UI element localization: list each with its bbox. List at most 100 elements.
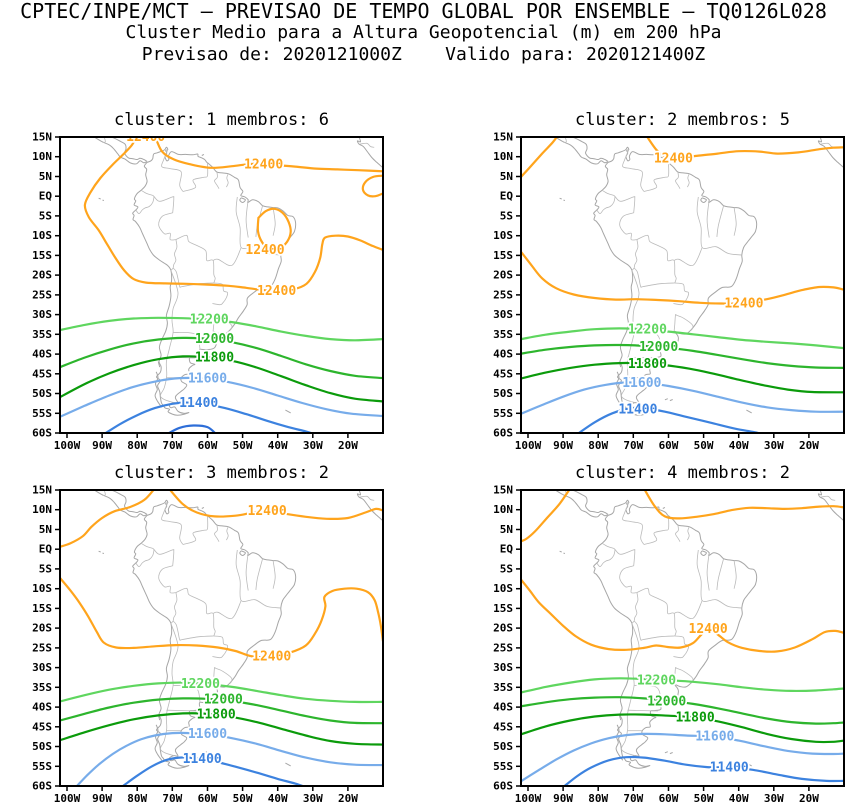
coastline (99, 198, 101, 199)
contour-12400 (521, 135, 558, 177)
contour-12400 (644, 488, 844, 518)
y-tick-label: 60S (493, 427, 513, 440)
contour-label-12400: 12400 (724, 297, 763, 312)
y-tick-label: 35S (32, 681, 52, 694)
y-tick-label: EQ (500, 190, 514, 203)
border-line (173, 621, 214, 640)
border-line (171, 593, 177, 624)
contour-label-11800: 11800 (195, 350, 234, 365)
x-tick-label: 30W (764, 792, 784, 805)
coastline (240, 551, 246, 556)
border-line (171, 240, 177, 271)
x-tick-label: 60W (198, 792, 218, 805)
x-tick-label: 60W (659, 439, 679, 452)
y-tick-label: EQ (39, 190, 53, 203)
y-tick-label: 5S (39, 209, 52, 222)
contour-label-11600: 11600 (188, 727, 227, 742)
border-line (620, 566, 637, 593)
contour-label-12200: 12200 (628, 323, 667, 338)
x-tick-label: 80W (127, 439, 147, 452)
x-tick-label: 50W (694, 439, 714, 452)
contour-11400 (563, 757, 844, 787)
contour-label-11600: 11600 (622, 376, 661, 391)
y-tick-label: 25S (32, 288, 52, 301)
contour-label-12000: 12000 (195, 332, 234, 347)
border-line (141, 190, 174, 213)
x-tick-label: 20W (338, 792, 358, 805)
y-tick-label: 25S (32, 641, 52, 654)
y-tick-label: 10S (493, 582, 513, 595)
border-line (717, 206, 724, 237)
y-tick-label: 30S (32, 308, 52, 321)
x-tick-label: 50W (233, 792, 253, 805)
x-tick-label: 90W (553, 792, 573, 805)
panel-title: cluster: 3 membros: 2 (114, 463, 329, 483)
contour-12200 (521, 678, 844, 692)
x-tick-label: 40W (729, 439, 749, 452)
coastline (665, 399, 668, 400)
x-tick-label: 30W (303, 439, 323, 452)
x-tick-label: 70W (162, 439, 182, 452)
y-tick-label: 55S (32, 407, 52, 420)
border-line (632, 240, 638, 271)
x-tick-label: 100W (54, 792, 81, 805)
border-line (176, 235, 215, 283)
panel-title: cluster: 4 membros: 2 (575, 463, 790, 483)
contour-label-11800: 11800 (197, 707, 236, 722)
border-line (734, 208, 736, 236)
border-line (637, 588, 676, 636)
y-tick-label: 5S (500, 209, 513, 222)
x-tick-label: 40W (268, 439, 288, 452)
y-tick-label: EQ (500, 543, 514, 556)
basemap (554, 136, 844, 415)
border-line (214, 172, 219, 189)
panel-svg-1: cluster: 1 membros: 61240012400124001240… (22, 103, 388, 455)
border-line (597, 197, 615, 214)
contour-12000 (521, 345, 844, 368)
x-tick-label: 40W (268, 792, 288, 805)
border-line (707, 553, 709, 591)
contour-label-12400: 12400 (689, 622, 728, 637)
border-line (674, 248, 702, 266)
figure-datetime: Previsao de: 2020121000Z Valido para: 20… (0, 44, 847, 66)
coastline (665, 752, 668, 753)
y-tick-label: 15S (32, 249, 52, 262)
coastline (670, 400, 673, 401)
contour-label-12200: 12200 (190, 312, 229, 327)
border-line (632, 593, 638, 624)
border-line (226, 174, 228, 187)
y-tick-label: 45S (32, 720, 52, 733)
border-line (674, 314, 693, 331)
coastline (663, 507, 665, 508)
border-line (675, 172, 680, 189)
border-line (136, 197, 154, 214)
x-tick-label: 70W (623, 792, 643, 805)
y-tick-label: 5N (39, 170, 52, 183)
x-tick-label: 30W (764, 439, 784, 452)
x-tick-label: 40W (729, 792, 749, 805)
y-tick-label: 40S (493, 701, 513, 714)
border-line (214, 525, 219, 542)
y-tick-label: 50S (32, 387, 52, 400)
contour-label-11800: 11800 (676, 710, 715, 725)
border-line (141, 543, 174, 566)
y-tick-label: 30S (493, 308, 513, 321)
border-line (620, 213, 637, 240)
y-tick-label: 15N (32, 484, 52, 497)
y-tick-label: 10S (32, 229, 52, 242)
y-tick-label: 5N (500, 523, 513, 536)
y-tick-label: 25S (493, 641, 513, 654)
border-line (159, 213, 176, 240)
coastline (357, 489, 383, 521)
border-line (246, 553, 248, 591)
y-tick-label: 55S (493, 407, 513, 420)
coastline (554, 489, 607, 517)
border-line (644, 516, 669, 545)
contour-12400 (521, 252, 844, 304)
coastline (701, 198, 707, 203)
